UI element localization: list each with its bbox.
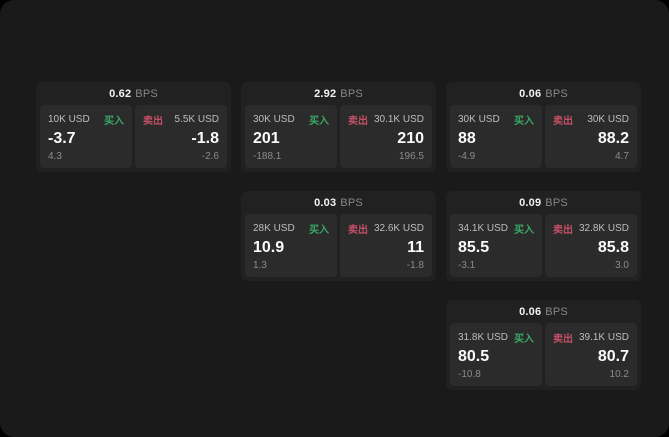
buy-side-label: 买入 <box>309 116 329 127</box>
sell-sub-value: -1.8 <box>406 260 424 271</box>
quote-panels: 30K USD 买入 88 -4.9 卖出 30K USD 88.2 4.7 <box>446 105 641 172</box>
quote-card-5: 0.09 BPS 34.1K USD 买入 85.5 -3.1 卖出 32.8K… <box>446 191 641 281</box>
buy-side-label: 买入 <box>514 116 534 127</box>
quote-panels: 34.1K USD 买入 85.5 -3.1 卖出 32.8K USD 85.8… <box>446 214 641 281</box>
card-header: 2.92 BPS <box>241 82 436 105</box>
sell-price: 80.7 <box>597 348 629 365</box>
sell-side-label: 卖出 <box>348 225 368 236</box>
sell-panel[interactable]: 卖出 32.6K USD 11 -1.8 <box>340 214 432 277</box>
buy-sub-value: -4.9 <box>458 151 476 162</box>
sell-side-label: 卖出 <box>553 116 573 127</box>
quote-card-3: 0.06 BPS 30K USD 买入 88 -4.9 卖出 30K USD 8… <box>446 82 641 172</box>
buy-amount: 28K USD <box>253 223 295 234</box>
buy-panel[interactable]: 31.8K USD 买入 80.5 -10.8 <box>450 323 542 386</box>
sell-side-label: 卖出 <box>348 116 368 127</box>
bps-value: 2.92 <box>314 87 337 100</box>
buy-price: 201 <box>253 130 280 147</box>
quote-card-2: 2.92 BPS 30K USD 买入 201 -188.1 卖出 30.1K … <box>241 82 436 172</box>
buy-side-label: 买入 <box>309 225 329 236</box>
sell-sub-value: -2.6 <box>201 151 219 162</box>
card-header: 0.06 BPS <box>446 300 641 323</box>
sell-panel[interactable]: 卖出 39.1K USD 80.7 10.2 <box>545 323 637 386</box>
buy-price: 88 <box>458 130 476 147</box>
buy-panel[interactable]: 30K USD 买入 201 -188.1 <box>245 105 337 168</box>
buy-amount: 34.1K USD <box>458 223 509 234</box>
buy-amount: 30K USD <box>253 114 295 125</box>
card-header: 0.09 BPS <box>446 191 641 214</box>
bps-unit-label: BPS <box>340 87 363 100</box>
bps-value: 0.06 <box>519 87 542 100</box>
buy-price: 80.5 <box>458 348 490 365</box>
sell-side-label: 卖出 <box>553 225 573 236</box>
sell-price: 88.2 <box>597 130 629 147</box>
bps-value: 0.62 <box>109 87 132 100</box>
buy-sub-value: 4.3 <box>48 151 62 162</box>
bps-unit-label: BPS <box>545 87 568 100</box>
card-header: 0.03 BPS <box>241 191 436 214</box>
sell-sub-value: 4.7 <box>615 151 629 162</box>
sell-panel[interactable]: 卖出 5.5K USD -1.8 -2.6 <box>135 105 227 168</box>
buy-side-label: 买入 <box>514 334 534 345</box>
sell-sub-value: 10.2 <box>609 369 629 380</box>
buy-sub-value: -188.1 <box>253 151 282 162</box>
buy-panel[interactable]: 34.1K USD 买入 85.5 -3.1 <box>450 214 542 277</box>
buy-sub-value: -10.8 <box>458 369 481 380</box>
card-header: 0.62 BPS <box>36 82 231 105</box>
bps-value: 0.09 <box>519 196 542 209</box>
sell-price: 85.8 <box>597 239 629 256</box>
buy-panel[interactable]: 10K USD 买入 -3.7 4.3 <box>40 105 132 168</box>
quote-panels: 10K USD 买入 -3.7 4.3 卖出 5.5K USD -1.8 -2.… <box>36 105 231 172</box>
bps-unit-label: BPS <box>340 196 363 209</box>
buy-side-label: 买入 <box>104 116 124 127</box>
sell-amount: 39.1K USD <box>578 332 629 343</box>
buy-amount: 30K USD <box>458 114 500 125</box>
buy-side-label: 买入 <box>514 225 534 236</box>
sell-amount: 32.6K USD <box>373 223 424 234</box>
card-header: 0.06 BPS <box>446 82 641 105</box>
sell-side-label: 卖出 <box>143 116 163 127</box>
sell-amount: 32.8K USD <box>578 223 629 234</box>
buy-sub-value: -3.1 <box>458 260 476 271</box>
bps-unit-label: BPS <box>545 305 568 318</box>
buy-price: 10.9 <box>253 239 285 256</box>
bps-unit-label: BPS <box>135 87 158 100</box>
sell-price: 11 <box>407 239 424 256</box>
quote-card-6: 0.06 BPS 31.8K USD 买入 80.5 -10.8 卖出 39.1… <box>446 300 641 390</box>
bps-value: 0.06 <box>519 305 542 318</box>
buy-panel[interactable]: 28K USD 买入 10.9 1.3 <box>245 214 337 277</box>
quote-card-4: 0.03 BPS 28K USD 买入 10.9 1.3 卖出 32.6K US… <box>241 191 436 281</box>
buy-sub-value: 1.3 <box>253 260 267 271</box>
sell-sub-value: 3.0 <box>615 260 629 271</box>
buy-price: 85.5 <box>458 239 490 256</box>
buy-amount: 10K USD <box>48 114 90 125</box>
sell-sub-value: 196.5 <box>398 151 424 162</box>
quote-card-1: 0.62 BPS 10K USD 买入 -3.7 4.3 卖出 5.5K USD… <box>36 82 231 172</box>
sell-amount: 30K USD <box>587 114 629 125</box>
sell-panel[interactable]: 卖出 32.8K USD 85.8 3.0 <box>545 214 637 277</box>
sell-price: 210 <box>397 130 424 147</box>
quote-panels: 28K USD 买入 10.9 1.3 卖出 32.6K USD 11 -1.8 <box>241 214 436 281</box>
bps-unit-label: BPS <box>545 196 568 209</box>
buy-price: -3.7 <box>48 130 76 147</box>
quote-panels: 31.8K USD 买入 80.5 -10.8 卖出 39.1K USD 80.… <box>446 323 641 390</box>
sell-amount: 5.5K USD <box>174 114 219 125</box>
buy-amount: 31.8K USD <box>458 332 509 343</box>
bps-value: 0.03 <box>314 196 337 209</box>
sell-side-label: 卖出 <box>553 334 573 345</box>
quote-panels: 30K USD 买入 201 -188.1 卖出 30.1K USD 210 1… <box>241 105 436 172</box>
buy-panel[interactable]: 30K USD 买入 88 -4.9 <box>450 105 542 168</box>
sell-panel[interactable]: 卖出 30.1K USD 210 196.5 <box>340 105 432 168</box>
sell-price: -1.8 <box>191 130 219 147</box>
sell-panel[interactable]: 卖出 30K USD 88.2 4.7 <box>545 105 637 168</box>
sell-amount: 30.1K USD <box>373 114 424 125</box>
